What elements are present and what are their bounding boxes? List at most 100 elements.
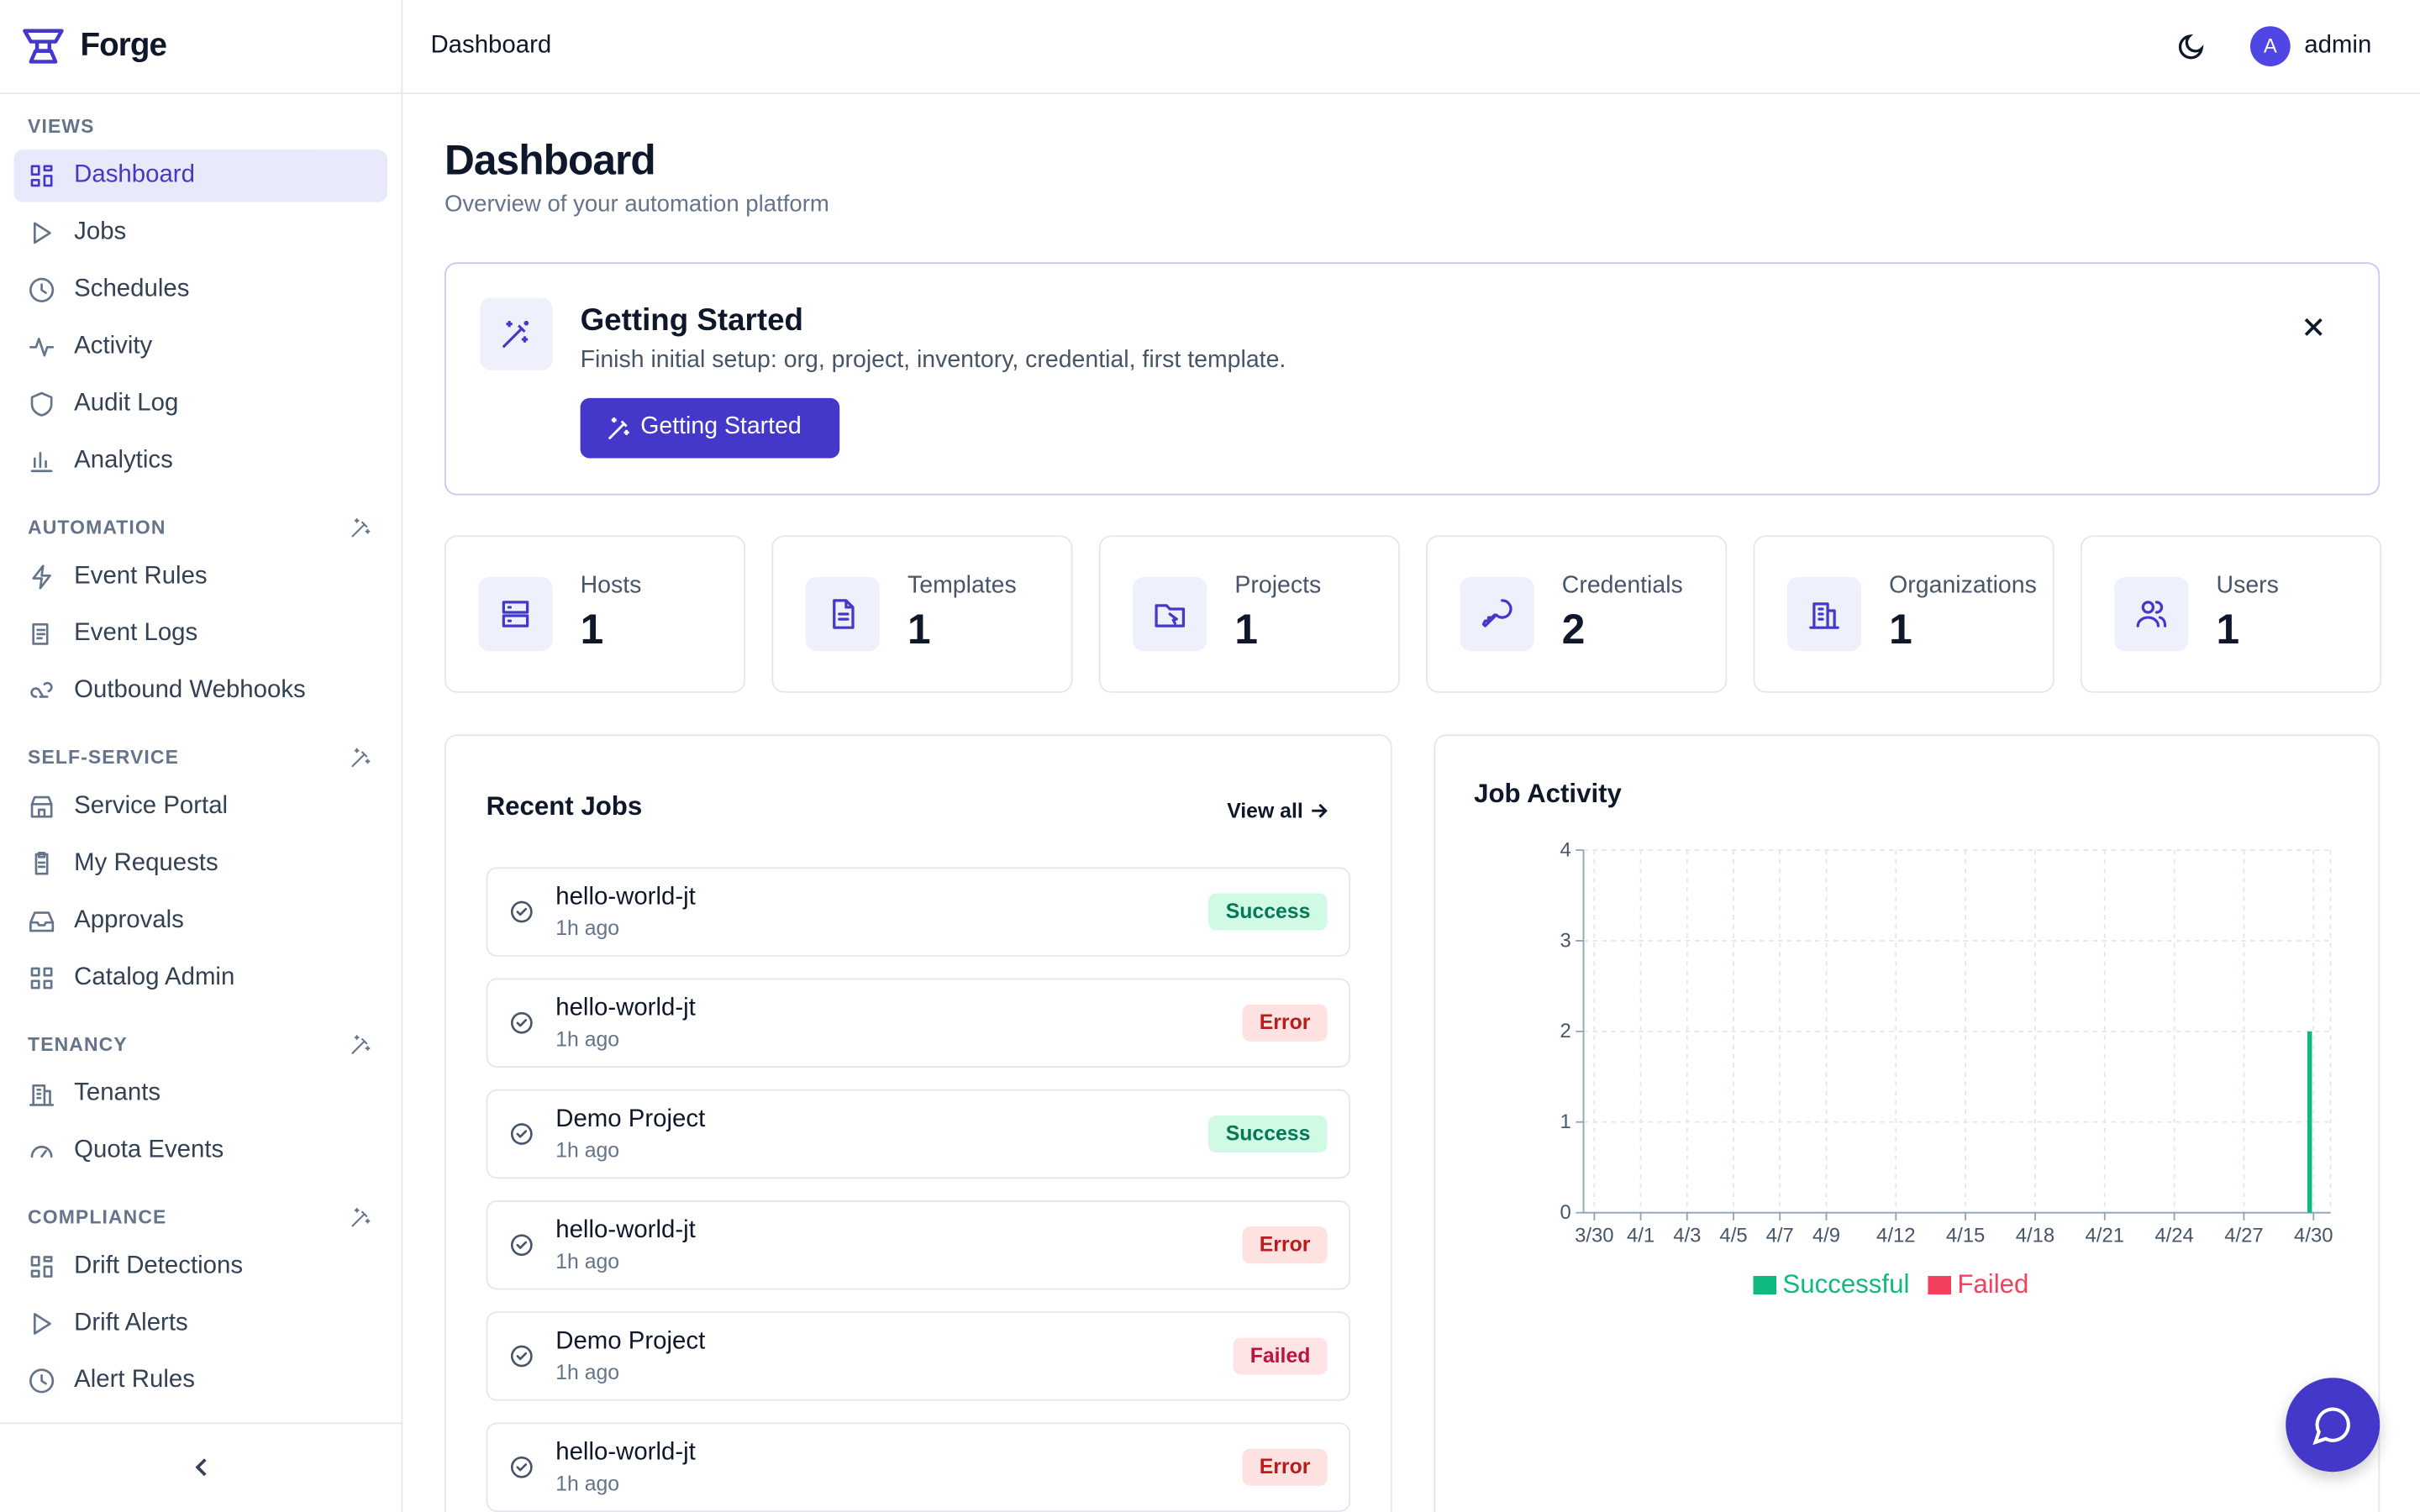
- icon-path: [833, 599, 855, 629]
- stat-icon-box: [478, 576, 553, 652]
- getting-started-button-label[interactable]: Getting Started: [640, 413, 802, 440]
- job-name[interactable]: hello-world-jt: [555, 884, 696, 911]
- nav-item[interactable]: [14, 1355, 387, 1407]
- job-row[interactable]: [486, 978, 1351, 1068]
- job-name[interactable]: hello-world-jt: [555, 1217, 696, 1244]
- nav-icon: [30, 681, 53, 698]
- chat-button[interactable]: [2286, 1378, 2381, 1473]
- section-label: SELF-SERVICE: [28, 746, 180, 769]
- nav-item[interactable]: [13, 150, 388, 202]
- job-status-icon: [511, 1234, 533, 1257]
- job-row[interactable]: [486, 1200, 1351, 1290]
- job-time: 1h ago: [555, 1027, 620, 1051]
- nav-label[interactable]: Schedules: [74, 276, 190, 302]
- brand-name: Forge: [80, 28, 167, 64]
- icon-path: [34, 852, 49, 875]
- nav-item[interactable]: [14, 895, 387, 947]
- chart: 0 1 2 3 4 3/30 4/1 4/3 4/5 4/7 4/9 4/12 4/15 4/18 4/21…: [1560, 838, 2333, 1299]
- icon-path: [30, 967, 53, 990]
- y-tick-label: 2: [1560, 1020, 1571, 1042]
- nav-label[interactable]: Analytics: [74, 447, 173, 474]
- x-tick-label: 4/21: [2086, 1225, 2124, 1247]
- job-row[interactable]: [486, 1311, 1351, 1401]
- x-tick-label: 4/9: [1812, 1225, 1840, 1247]
- stat-card: [1426, 535, 1728, 693]
- nav-item[interactable]: [14, 207, 387, 259]
- job-name[interactable]: hello-world-jt: [555, 1439, 696, 1466]
- nav-label[interactable]: Service Portal: [74, 793, 229, 820]
- nav-label[interactable]: Tenants: [74, 1079, 161, 1106]
- legend-swatch: [1753, 1275, 1777, 1295]
- button-wand-icon: [608, 417, 629, 440]
- nav-label[interactable]: Approvals: [74, 907, 184, 934]
- nav-icon: [29, 1368, 55, 1394]
- job-status-icon: [511, 1123, 533, 1145]
- sidebar: [0, 0, 403, 1512]
- icon-path: [30, 451, 53, 473]
- nav-item[interactable]: [14, 608, 387, 660]
- getting-started-button[interactable]: [580, 397, 840, 459]
- getting-started-title: Getting Started: [580, 303, 803, 339]
- nav-label[interactable]: Audit Log: [74, 390, 179, 417]
- view-all-link[interactable]: View all: [1227, 799, 1303, 822]
- nav-icon: [29, 277, 55, 302]
- nav-icon: [32, 623, 49, 645]
- job-status-badge: Error: [1242, 1448, 1328, 1486]
- page-title: Dashboard: [444, 137, 656, 184]
- icon-path: [30, 681, 53, 698]
- stat-value: 1: [1889, 606, 1912, 653]
- collapse-button[interactable]: [192, 1457, 213, 1478]
- job-name[interactable]: hello-world-jt: [555, 995, 696, 1021]
- nav-item[interactable]: [14, 378, 387, 430]
- stat-icon: [1155, 604, 1186, 627]
- x-tick-label: 4/24: [2154, 1225, 2193, 1247]
- nav-label[interactable]: Event Rules: [74, 563, 208, 590]
- nav-label[interactable]: Alert Rules: [74, 1367, 195, 1394]
- x-tick-label: 4/15: [1946, 1225, 1985, 1247]
- icon-path: [511, 1456, 533, 1478]
- nav-label[interactable]: Catalog Admin: [74, 963, 235, 991]
- job-row[interactable]: [486, 1089, 1351, 1179]
- nav-label[interactable]: Event Logs: [74, 620, 198, 647]
- nav-label[interactable]: My Requests: [74, 850, 218, 877]
- section-label: VIEWS: [28, 115, 95, 138]
- icon-path: [29, 277, 55, 302]
- job-activity-card: [1434, 734, 2381, 1512]
- icon-path: [511, 1345, 533, 1368]
- nav-label[interactable]: Outbound Webhooks: [74, 677, 306, 704]
- job-status-icon: [511, 900, 533, 923]
- job-row[interactable]: [486, 1422, 1351, 1512]
- nav-label[interactable]: Activity: [74, 333, 153, 360]
- stat-label: Users: [2216, 572, 2279, 599]
- icon-path: [30, 391, 53, 417]
- x-tick-label: 4/5: [1719, 1225, 1747, 1247]
- nav-label[interactable]: Drift Alerts: [74, 1310, 188, 1336]
- nav-label[interactable]: Dashboard: [74, 161, 195, 189]
- avatar[interactable]: A: [2249, 26, 2291, 66]
- icon-path: [29, 1084, 55, 1106]
- page-subtitle: Overview of your automation platform: [444, 191, 829, 218]
- theme-toggle[interactable]: [2178, 33, 2206, 60]
- stat-value: 1: [2216, 606, 2240, 653]
- nav-label[interactable]: Quota Events: [74, 1137, 224, 1163]
- close-button[interactable]: [2304, 318, 2323, 336]
- nav-item[interactable]: [14, 435, 387, 487]
- icon-path: [351, 1207, 371, 1227]
- nav-item[interactable]: [14, 1298, 387, 1350]
- nav-item[interactable]: [14, 264, 387, 316]
- nav-label[interactable]: Drift Detections: [74, 1252, 244, 1279]
- nav-item[interactable]: [14, 1068, 387, 1120]
- job-time: 1h ago: [555, 916, 620, 940]
- nav-icon: [34, 222, 51, 244]
- job-row[interactable]: [486, 867, 1351, 957]
- icon-path: [2136, 601, 2167, 627]
- job-name[interactable]: Demo Project: [555, 1105, 706, 1133]
- job-time: 1h ago: [555, 1472, 620, 1495]
- nav-label[interactable]: Jobs: [74, 218, 127, 246]
- nav-icon: [30, 967, 53, 990]
- stat-card: [771, 535, 1073, 693]
- user-name[interactable]: admin: [2304, 32, 2372, 59]
- nav-item[interactable]: [14, 321, 387, 373]
- job-status-badge: Success: [1208, 1115, 1328, 1153]
- job-name[interactable]: Demo Project: [555, 1328, 706, 1355]
